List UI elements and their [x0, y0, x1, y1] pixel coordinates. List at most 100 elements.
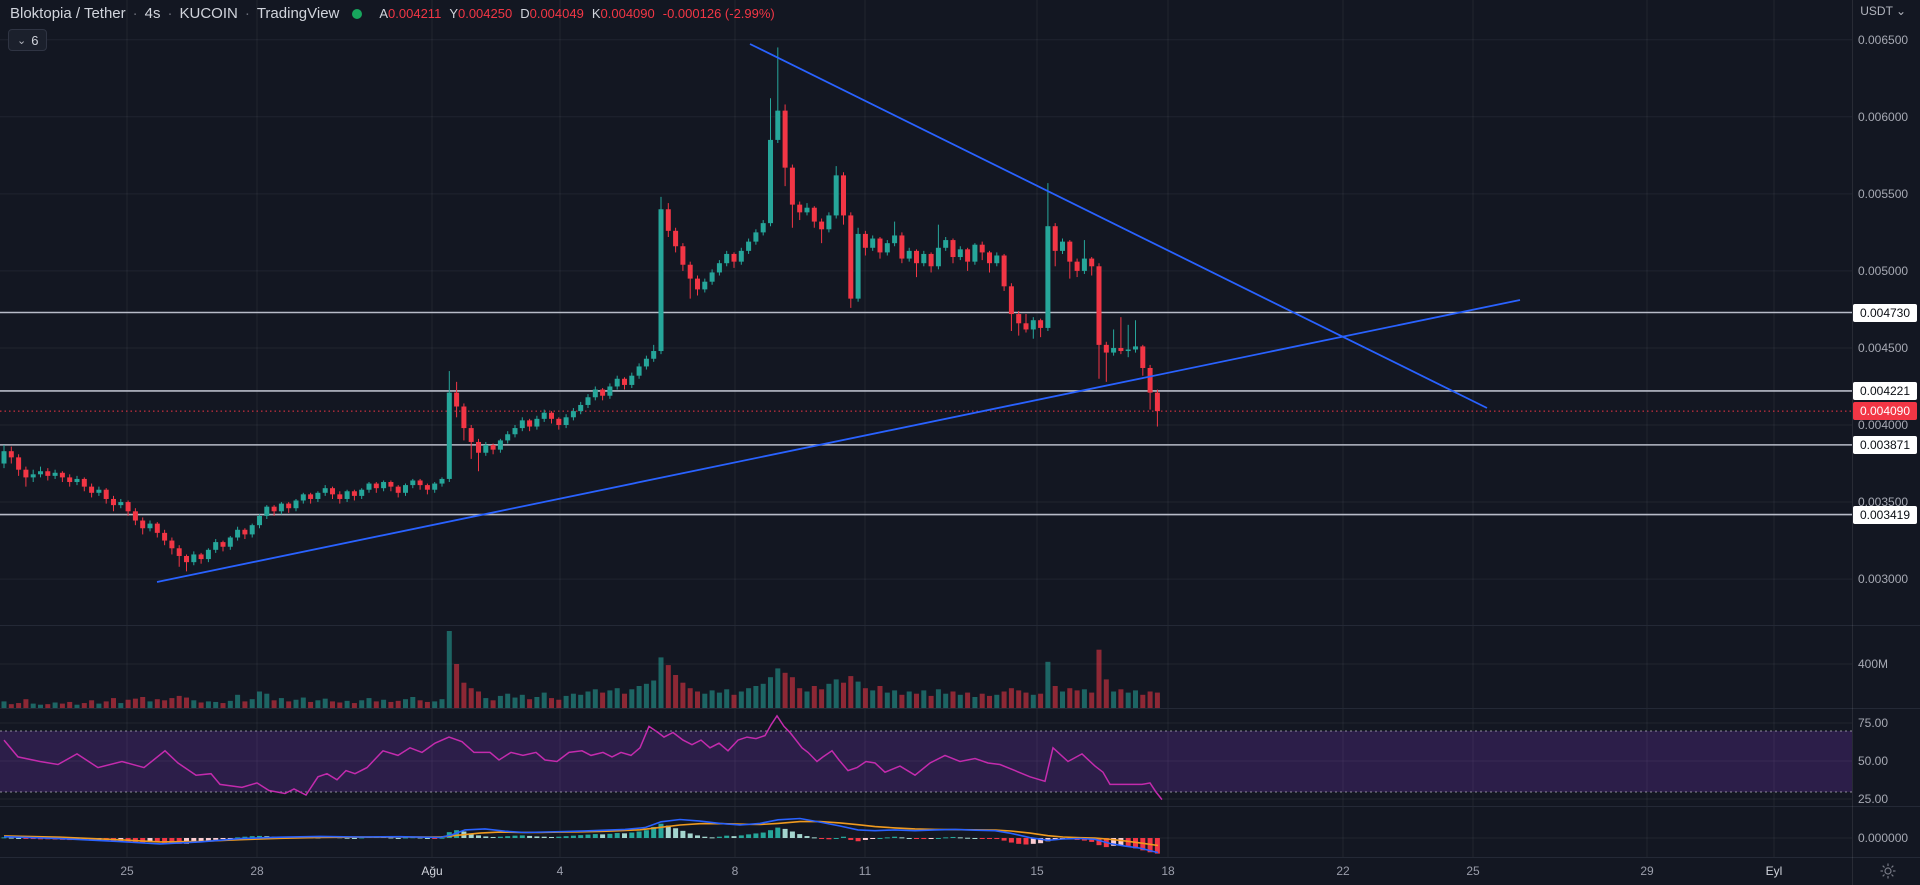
macd-histogram-bar: [417, 837, 423, 839]
candle-body: [760, 223, 766, 233]
macd-histogram-bar: [1023, 838, 1029, 845]
candle-body: [300, 494, 306, 501]
candle-body: [454, 392, 460, 407]
trendline[interactable]: [749, 43, 1488, 409]
macd-histogram-bar: [483, 836, 489, 838]
time-tick-label: 25: [120, 864, 134, 878]
candle-body: [746, 241, 752, 251]
candle-body: [965, 249, 971, 262]
trendline[interactable]: [156, 299, 1521, 583]
volume-bar: [497, 695, 503, 708]
candle-body: [59, 472, 65, 478]
macd-histogram-bar: [892, 836, 898, 838]
volume-bar: [432, 701, 438, 708]
volume-bar: [461, 682, 467, 708]
symbol-name[interactable]: Bloktopia / Tether: [10, 5, 126, 22]
volume-bar: [337, 702, 343, 708]
volume-bar: [541, 692, 547, 708]
volume-bar: [140, 697, 146, 708]
volume-bar: [351, 703, 357, 708]
volume-bar: [184, 697, 189, 708]
volume-bar: [67, 701, 73, 708]
macd-histogram-bar: [782, 828, 788, 838]
volume-bar: [578, 694, 584, 708]
macd-histogram-bar: [935, 838, 941, 839]
macd-histogram-bar: [716, 836, 722, 838]
macd-histogram-bar: [680, 830, 686, 838]
volume-bar: [1060, 691, 1065, 708]
macd-histogram-bar: [643, 830, 649, 838]
candle-body: [432, 483, 438, 490]
macd-histogram-bar: [1001, 838, 1007, 841]
candle-body: [373, 483, 379, 489]
volume-bar: [833, 679, 839, 708]
volume-bar: [600, 692, 606, 708]
candle-body: [118, 502, 124, 506]
macd-histogram-bar: [862, 838, 868, 840]
macd-signal-line[interactable]: [3, 820, 1159, 847]
candle-body: [957, 249, 963, 258]
volume-bar: [549, 698, 554, 708]
candle-body: [899, 235, 905, 259]
pane-separator[interactable]: [0, 708, 1920, 709]
candle-body: [446, 392, 452, 479]
macd-histogram-bar: [811, 837, 817, 839]
volume-bar: [1133, 690, 1138, 708]
exchange-label[interactable]: KUCOIN: [179, 5, 238, 22]
chart-canvas[interactable]: [0, 0, 1852, 858]
volume-bar: [607, 690, 613, 708]
volume-bar: [74, 704, 80, 708]
candle-body: [1045, 226, 1051, 328]
candle-body: [461, 406, 467, 429]
pane-separator[interactable]: [0, 625, 1920, 626]
indicators-collapse-button[interactable]: ⌄ 6: [8, 29, 48, 51]
macd-line[interactable]: [3, 817, 1159, 854]
candle-body: [994, 255, 1000, 264]
gear-icon[interactable]: [1880, 863, 1896, 879]
candle-body: [388, 482, 394, 487]
macd-histogram-bar: [395, 838, 401, 839]
macd-histogram-bar: [622, 833, 627, 838]
volume-bar: [775, 668, 781, 708]
macd-histogram-bar: [1016, 838, 1022, 844]
rsi-line[interactable]: [3, 714, 1163, 801]
candle-body: [497, 440, 503, 450]
volume-bar: [556, 699, 562, 708]
time-tick-label: 18: [1161, 864, 1175, 878]
volume-bar: [359, 700, 365, 708]
volume-bar: [1038, 693, 1044, 708]
candle-body: [395, 486, 401, 493]
macd-histogram-bar: [899, 837, 905, 839]
candle-body: [191, 554, 197, 563]
candle-body: [629, 375, 635, 385]
volume-bar: [658, 657, 664, 708]
candle-body: [227, 537, 233, 547]
volume-bar: [841, 682, 846, 708]
candle-body: [527, 420, 533, 427]
candle-body: [271, 506, 277, 512]
macd-histogram-bar: [249, 836, 255, 838]
volume-bar: [1147, 691, 1153, 708]
currency-selector[interactable]: USDT ⌄: [1860, 4, 1906, 18]
volume-bar: [16, 703, 22, 708]
volume-bar: [534, 697, 540, 708]
time-axis-separator: [0, 857, 1920, 858]
price-tick-label: 0.003000: [1858, 572, 1909, 587]
volume-bar: [147, 701, 153, 708]
macd-histogram-bar: [1030, 838, 1036, 844]
macd-histogram-bar: [629, 832, 635, 838]
volume-bar: [52, 702, 58, 708]
candle-body: [855, 233, 861, 299]
interval-label[interactable]: 4s: [144, 5, 161, 22]
candle-body: [702, 281, 708, 290]
macd-histogram-bar: [987, 838, 992, 839]
volume-bar: [300, 697, 306, 708]
macd-histogram-bar: [8, 837, 14, 839]
platform-label[interactable]: TradingView: [256, 5, 340, 22]
candle-body: [877, 238, 883, 253]
macd-histogram-bar: [760, 832, 766, 838]
volume-bar: [388, 701, 394, 708]
candle-body: [330, 488, 335, 495]
rsi-tick-label: 25.00: [1858, 792, 1889, 806]
pane-separator[interactable]: [0, 806, 1920, 807]
